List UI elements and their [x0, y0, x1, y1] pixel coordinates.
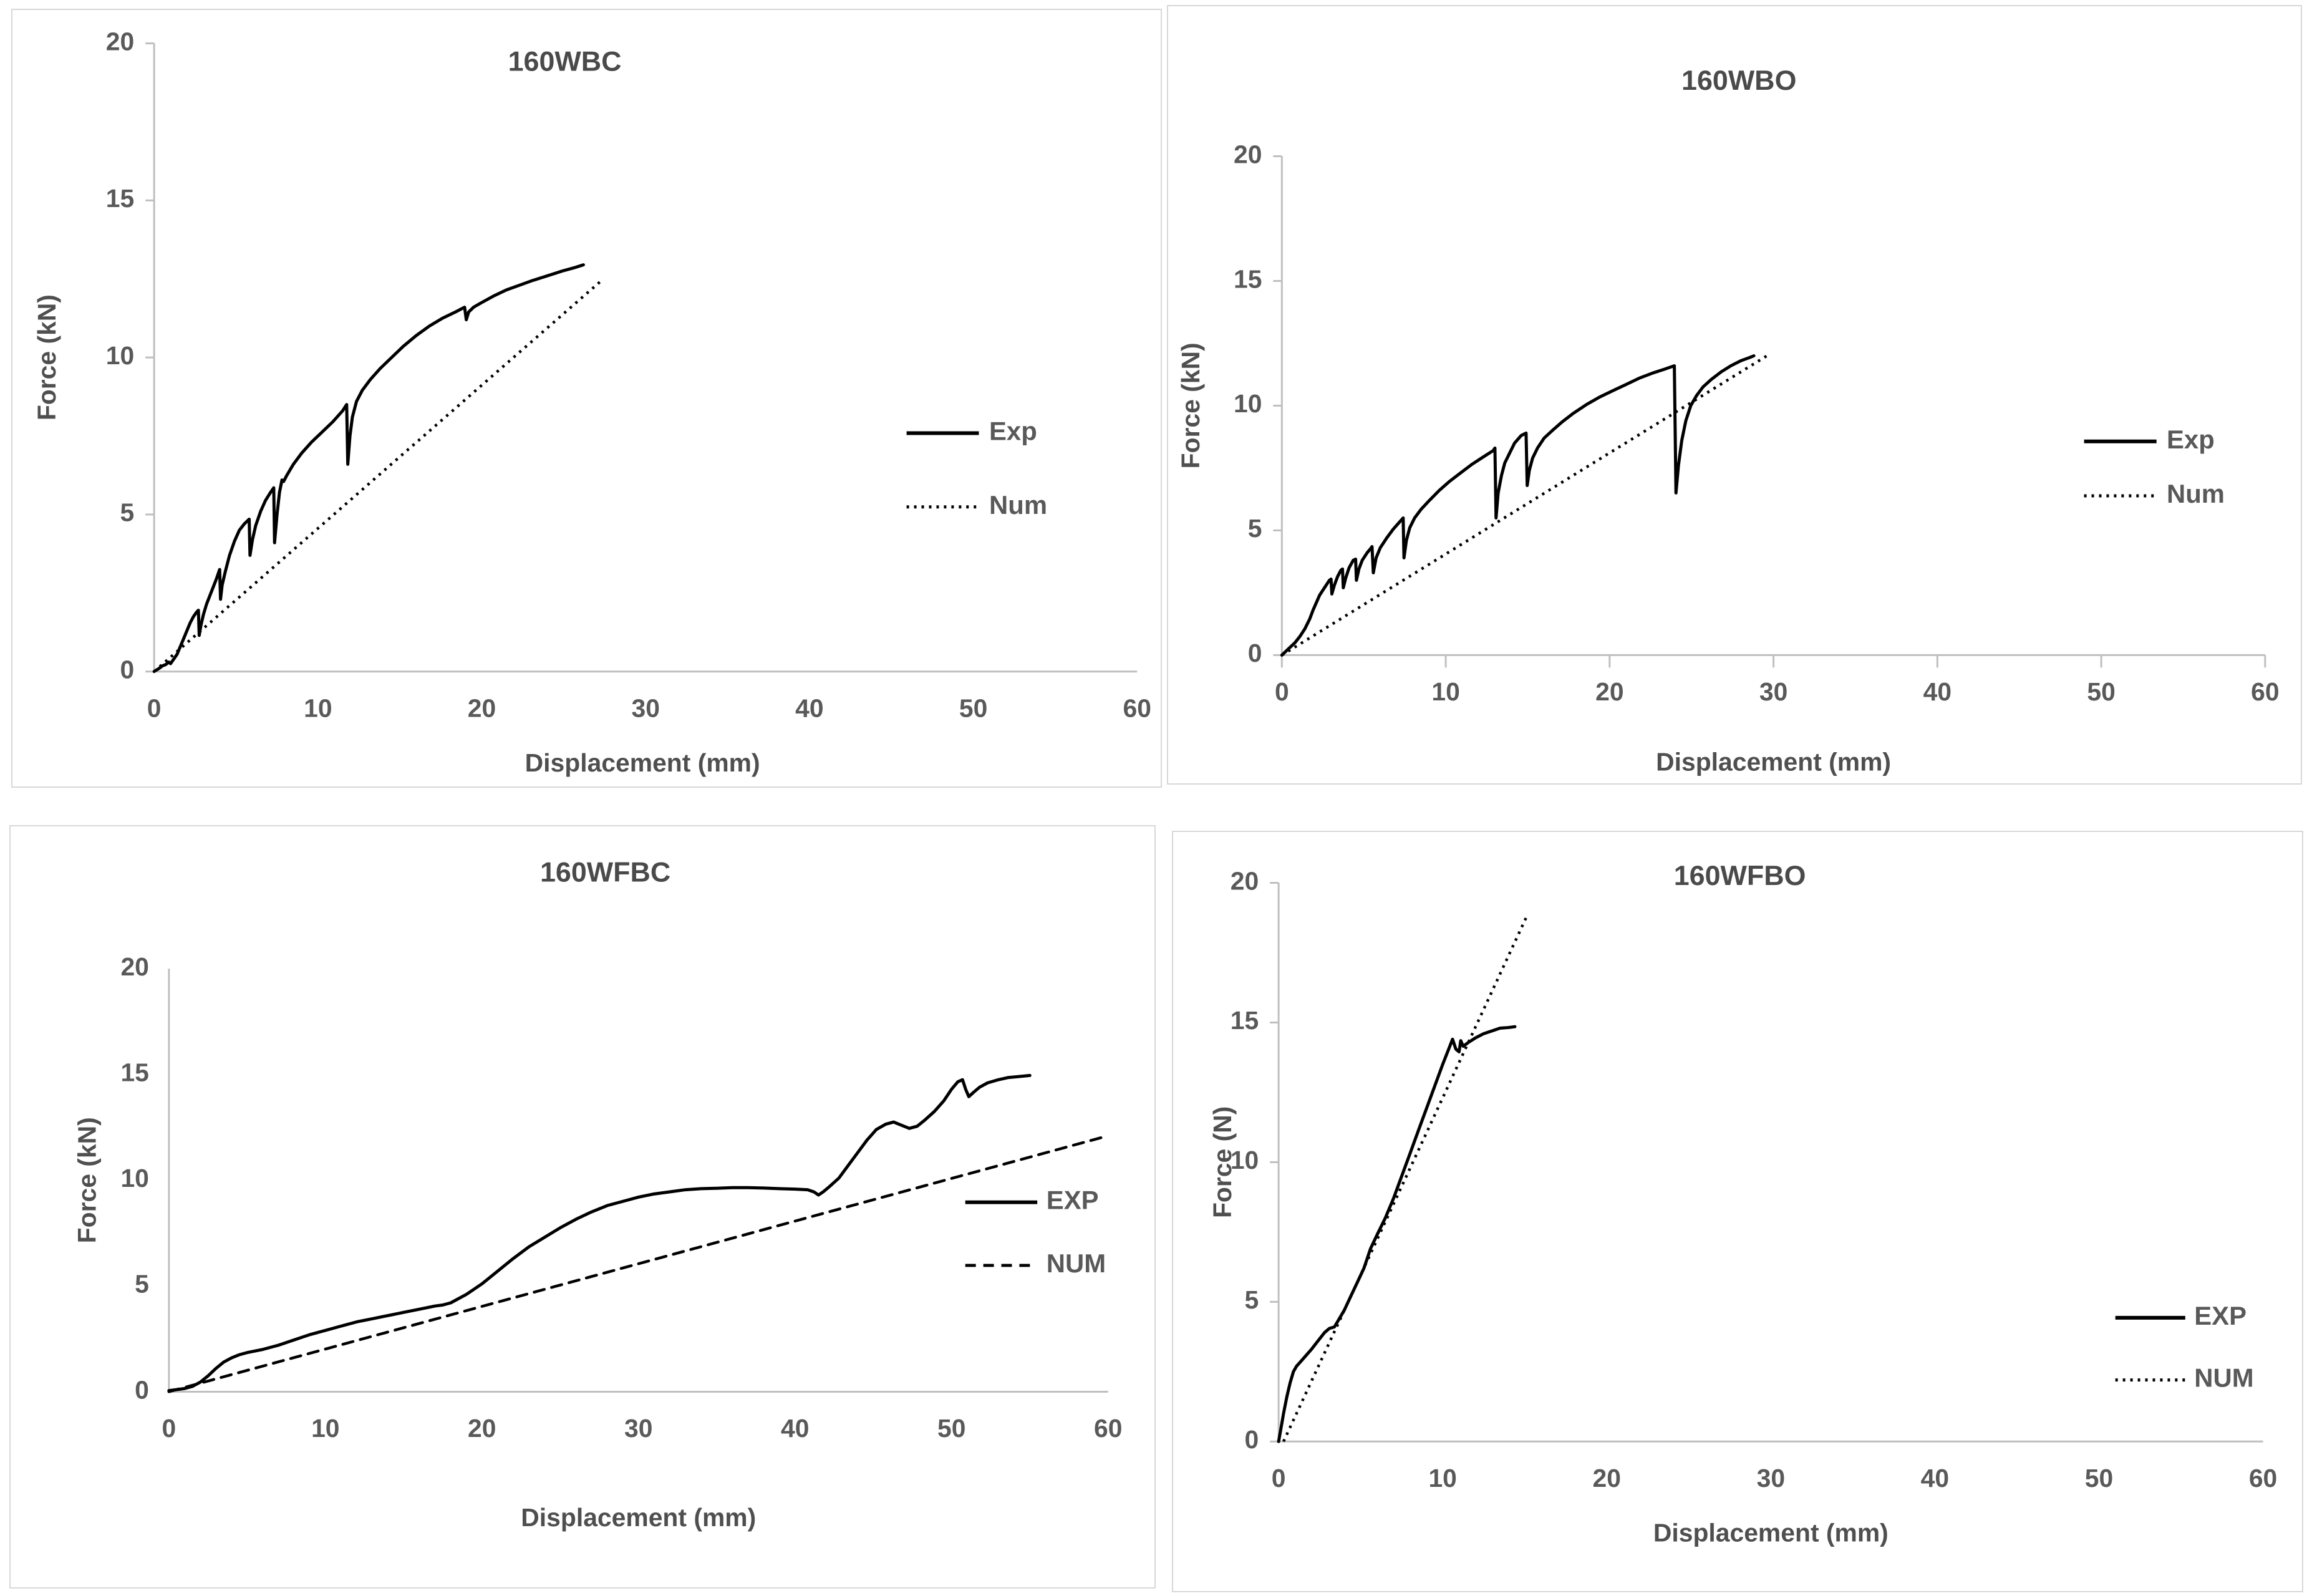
- y-tick-label: 10: [106, 341, 134, 370]
- legend-num-label: Num: [2167, 479, 2225, 508]
- x-tick-label: 10: [304, 694, 332, 722]
- legend-exp-label: EXP: [1047, 1186, 1099, 1215]
- series-num-line: [153, 281, 601, 673]
- chart-panel-160wbo: 0 5 10 15 20 0 10 20 30 40 50 60 160WBO Displacement …: [1167, 5, 2302, 785]
- y-tick-label: 5: [135, 1270, 149, 1299]
- y-axis-title: Force (N): [1208, 1106, 1237, 1218]
- y-tick-label: 20: [1231, 866, 1259, 895]
- x-tick-label: 60: [2251, 677, 2279, 706]
- x-tick-label: 10: [1431, 677, 1459, 706]
- chart-svg: 0 5 10 15 20 0 10 20 30 40 50 60 160WFBC Displacement…: [72, 856, 1122, 1532]
- y-tick-label: 15: [1231, 1006, 1259, 1035]
- series-exp-line: [167, 1073, 1032, 1393]
- x-tick-label: 60: [1123, 694, 1151, 722]
- chart-title: 160WBO: [1681, 64, 1796, 96]
- y-tick-label: 10: [1234, 389, 1262, 418]
- y-tick-label: 15: [120, 1058, 148, 1087]
- chart-title: 160WFBO: [1674, 859, 1806, 891]
- legend-num-label: NUM: [1047, 1249, 1106, 1278]
- chart-title: 160WFBC: [540, 856, 670, 888]
- chart-panel-160wfbo: 0 5 10 15 20 0 10 20 30 40 50 60 160WFBO Displacement…: [1172, 831, 2303, 1592]
- y-axis-title: Force (kN): [1176, 342, 1205, 468]
- x-tick-label: 0: [1275, 677, 1289, 706]
- x-tick-label: 20: [1593, 1464, 1621, 1492]
- series-exp-line: [1277, 1025, 1517, 1443]
- series-num-line: [1281, 354, 1768, 657]
- x-tick-label: 20: [468, 1414, 496, 1443]
- y-axis-title: Force (kN): [72, 1117, 101, 1243]
- legend-exp-label: EXP: [2194, 1301, 2247, 1330]
- x-tick-label: 40: [781, 1414, 809, 1443]
- y-tick-label: 0: [135, 1375, 149, 1404]
- series-exp-line: [152, 263, 585, 674]
- chart-panel-160wbc: 0 5 10 15 20 0 10 20 30 40 50 60 160WBC Displacement …: [11, 9, 1162, 788]
- chart-svg: 0 5 10 15 20 0 10 20 30 40 50 60 160WBO Displacement …: [1176, 64, 2280, 776]
- x-axis-title: Displacement (mm): [1653, 1519, 1889, 1547]
- y-tick-label: 10: [1231, 1146, 1259, 1174]
- chart-panel-160wfbc: 0 5 10 15 20 0 10 20 30 40 50 60 160WFBC Displacement…: [9, 825, 1156, 1589]
- chart-svg: 0 5 10 15 20 0 10 20 30 40 50 60 160WBC Displacement …: [32, 27, 1151, 777]
- x-tick-label: 40: [1923, 677, 1952, 706]
- chart-title: 160WBC: [508, 46, 622, 77]
- legend-num-label: NUM: [2194, 1363, 2253, 1393]
- legend-exp-label: Exp: [989, 417, 1037, 446]
- x-tick-label: 20: [1595, 677, 1623, 706]
- x-tick-label: 40: [1921, 1464, 1949, 1492]
- y-tick-label: 15: [1234, 264, 1262, 293]
- x-tick-label: 40: [795, 694, 823, 722]
- series-num-line: [1282, 912, 1530, 1443]
- x-tick-label: 0: [147, 694, 162, 722]
- x-tick-label: 30: [624, 1414, 652, 1443]
- y-tick-label: 5: [1244, 1285, 1259, 1314]
- x-tick-label: 10: [1428, 1464, 1456, 1492]
- x-axis-title: Displacement (mm): [1656, 748, 1891, 776]
- x-tick-label: 30: [631, 694, 659, 722]
- x-tick-label: 30: [1759, 677, 1787, 706]
- y-tick-label: 20: [1234, 140, 1262, 168]
- y-axis-title: Force (kN): [32, 294, 61, 420]
- y-tick-label: 20: [106, 27, 134, 56]
- y-tick-label: 0: [1244, 1425, 1259, 1454]
- x-tick-label: 50: [2087, 677, 2115, 706]
- x-axis-title: Displacement (mm): [521, 1503, 756, 1532]
- legend-num-label: Num: [989, 490, 1047, 520]
- y-tick-label: 20: [120, 952, 148, 981]
- chart-svg: 0 5 10 15 20 0 10 20 30 40 50 60 160WFBO Displacement…: [1208, 859, 2277, 1547]
- series-num-line: [167, 1134, 1110, 1393]
- x-tick-label: 30: [1757, 1464, 1785, 1492]
- x-tick-label: 60: [2249, 1464, 2277, 1492]
- x-tick-label: 20: [468, 694, 496, 722]
- y-tick-label: 5: [1248, 514, 1262, 543]
- y-tick-label: 15: [106, 184, 134, 213]
- series-exp-line: [1280, 354, 1756, 657]
- x-axis-title: Displacement (mm): [525, 748, 760, 777]
- x-tick-label: 60: [1094, 1414, 1122, 1443]
- y-tick-label: 0: [120, 655, 135, 684]
- x-tick-label: 0: [1272, 1464, 1286, 1492]
- y-tick-label: 10: [120, 1164, 148, 1192]
- x-tick-label: 50: [2085, 1464, 2113, 1492]
- y-tick-label: 0: [1248, 639, 1262, 667]
- y-tick-label: 5: [120, 498, 135, 527]
- x-tick-label: 0: [162, 1414, 176, 1443]
- x-tick-label: 50: [959, 694, 987, 722]
- x-tick-label: 50: [937, 1414, 965, 1443]
- x-tick-label: 10: [311, 1414, 339, 1443]
- legend-exp-label: Exp: [2167, 425, 2215, 454]
